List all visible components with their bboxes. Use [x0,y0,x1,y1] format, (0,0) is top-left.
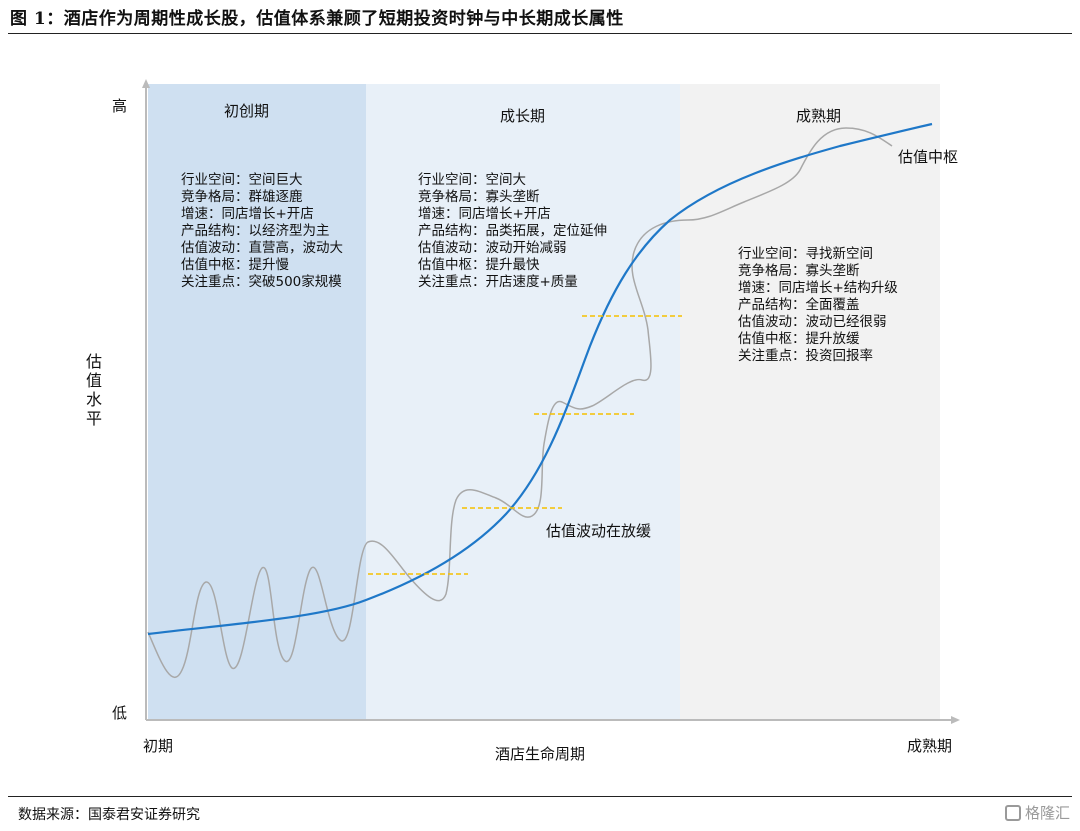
phase-mature-details: 行业空间：寻找新空间 竞争格局：寡头垄断 增速：同店增长+结构升级 产品结构：全… [738,246,898,364]
detail-line: 关注重点：开店速度+质量 [418,274,578,290]
phase-startup-details: 行业空间：空间巨大 竞争格局：群雄逐鹿 增速：同店增长+开店 产品结构：以经济型… [181,172,343,290]
detail-line: 产品结构：品类拓展，定位延伸 [418,223,607,239]
detail-line: 估值中枢：提升放缓 [738,331,860,347]
y-axis-label-char-4: 平 [86,409,102,428]
detail-line: 行业空间：空间巨大 [181,172,303,188]
x-axis-start-label: 初期 [143,737,173,755]
x-axis-end-label: 成熟期 [907,737,952,755]
detail-line: 估值中枢：提升最快 [418,257,540,273]
detail-line: 关注重点：突破500家规模 [181,273,342,290]
volatility-annotation: 估值波动在放缓 [546,522,651,540]
watermark-text: 格隆汇 [1024,804,1070,822]
figure-title: 图 1：酒店作为周期性成长股，估值体系兼顾了短期投资时钟与中长期成长属性 [10,9,624,29]
detail-line: 增速：同店增长+开店 [181,206,314,222]
detail-line: 行业空间：空间大 [418,172,526,188]
detail-line: 产品结构：全面覆盖 [738,296,860,313]
phase-mature-title: 成熟期 [796,107,841,125]
detail-line: 估值中枢：提升慢 [181,256,289,273]
phase-growth-title: 成长期 [500,107,545,125]
y-axis-label-char-3: 水 [86,390,102,409]
top-rule [8,33,1072,34]
detail-line: 产品结构：以经济型为主 [181,223,330,239]
center-line-annotation: 估值中枢 [898,148,958,166]
axes [142,79,960,724]
x-axis-arrow-icon [951,716,960,724]
watermark-logo-icon [1004,804,1021,821]
detail-line: 增速：同店增长+开店 [418,206,551,222]
phase-mature-background [680,84,940,719]
x-axis-title: 酒店生命周期 [495,745,585,763]
detail-line: 竞争格局：寡头垄断 [418,188,540,205]
y-axis-low-label: 低 [112,704,127,722]
valuation-center-trend-line [147,122,933,636]
y-axis-label-char-2: 值 [86,371,102,390]
phase-startup-title: 初创期 [224,102,269,120]
watermark: 格隆汇 [1004,802,1070,823]
phase-growth-details: 行业空间：空间大 竞争格局：寡头垄断 增速：同店增长+开店 产品结构：品类拓展，… [418,172,607,290]
detail-line: 增速：同店增长+结构升级 [738,280,898,296]
bottom-rule [8,796,1072,797]
y-axis-label-char-1: 估 [86,352,102,371]
y-axis-high-label: 高 [112,97,127,115]
detail-line: 竞争格局：寡头垄断 [738,262,860,279]
detail-line: 估值波动：波动开始减弱 [418,240,567,256]
detail-line: 估值波动：波动已经很弱 [738,314,887,330]
detail-line: 竞争格局：群雄逐鹿 [181,188,303,205]
detail-line: 估值波动：直营高，波动大 [181,239,343,256]
phase-growth-background [366,84,680,719]
detail-line: 行业空间：寻找新空间 [738,246,873,262]
source-note: 数据来源：国泰君安证券研究 [18,807,200,823]
phase-startup-background [148,84,366,719]
detail-line: 关注重点：投资回报率 [738,347,873,364]
y-axis-arrow-icon [142,79,150,88]
